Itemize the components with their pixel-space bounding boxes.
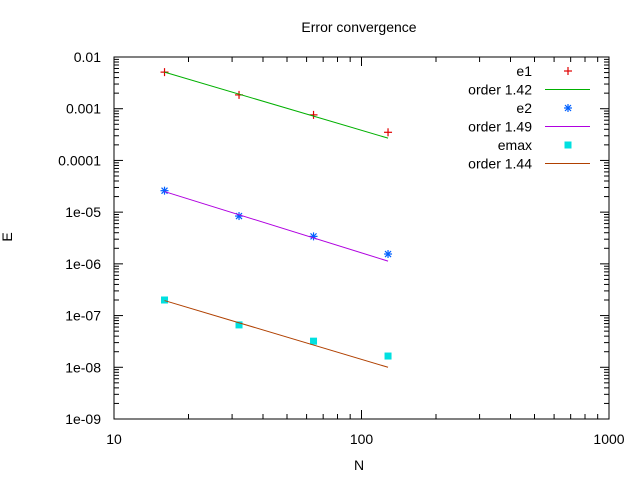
y-tick-label: 1e-08 (65, 359, 101, 375)
x-tick-label: 1000 (593, 431, 624, 447)
square-marker-icon (384, 352, 392, 360)
square-marker-icon (235, 321, 243, 329)
asterisk-marker-icon (310, 232, 317, 240)
fit-line (164, 191, 389, 262)
fit-line (164, 71, 389, 139)
asterisk-marker-icon (564, 104, 572, 112)
y-tick-label: 1e-09 (65, 411, 101, 427)
square-marker-icon (161, 296, 169, 304)
legend-label: emax (498, 137, 532, 153)
y-tick-label: 1e-07 (65, 308, 101, 324)
fit-line (164, 300, 389, 368)
legend-label: e2 (516, 100, 532, 116)
legend-label: order 1.42 (468, 82, 532, 98)
asterisk-marker-icon (384, 250, 392, 258)
chart-title: Error convergence (301, 19, 416, 35)
square-marker-icon (310, 337, 318, 345)
series-e2 (160, 186, 393, 259)
legend-label: e1 (516, 63, 532, 79)
plot-frame (113, 56, 610, 420)
y-tick-label: 1e-05 (65, 204, 101, 220)
series-order-144 (164, 300, 389, 368)
series-order-142 (164, 71, 389, 139)
x-axis-label: N (354, 457, 364, 473)
asterisk-marker-icon (161, 187, 168, 195)
axes: 10 100 1000 0.01 0.001 0.0001 1e-05 1e-06 1e-07 1… (58, 49, 625, 447)
y-axis-label: E (0, 232, 15, 241)
x-tick-label: 100 (350, 431, 374, 447)
plot-area (160, 68, 393, 368)
asterisk-marker-icon (235, 212, 243, 220)
y-tick-label: 1e-06 (65, 256, 101, 272)
legend-label: order 1.44 (468, 156, 532, 172)
series-emax (161, 296, 392, 360)
x-tick-label: 10 (106, 431, 122, 447)
legend: e1 order 1.42 e2 order 1.49 emax order 1.44 (468, 63, 590, 172)
square-marker-icon (564, 141, 572, 149)
legend-label: order 1.49 (468, 119, 532, 135)
y-tick-label: 0.01 (74, 49, 101, 65)
series-e1 (160, 68, 393, 137)
y-tick-label: 0.0001 (58, 152, 101, 168)
series-order-149 (164, 191, 389, 262)
y-tick-label: 0.001 (66, 101, 101, 117)
